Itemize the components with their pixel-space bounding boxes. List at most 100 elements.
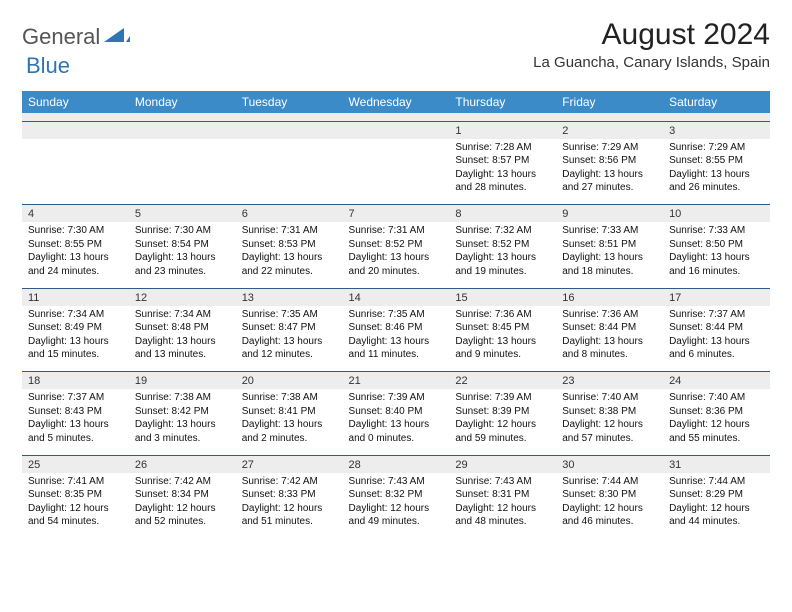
daylight-text: and 13 minutes. [135, 348, 230, 362]
day-number: 1 [455, 125, 461, 137]
day-content-cell: Sunrise: 7:35 AMSunset: 8:47 PMDaylight:… [236, 306, 343, 372]
daylight-text: and 8 minutes. [562, 348, 657, 362]
daylight-text: and 0 minutes. [349, 432, 444, 446]
day-header: Sunday [22, 91, 129, 113]
daylight-text: Daylight: 12 hours [349, 502, 444, 516]
day-number: 7 [349, 208, 355, 220]
day-number: 19 [135, 375, 147, 387]
daylight-text: Daylight: 13 hours [562, 168, 657, 182]
day-number: 28 [349, 459, 361, 471]
day-number: 23 [562, 375, 574, 387]
day-number-cell: 3 [663, 121, 770, 139]
day-content-cell [22, 139, 129, 205]
daylight-text: Daylight: 12 hours [28, 502, 123, 516]
sunset-text: Sunset: 8:39 PM [455, 405, 550, 419]
sunset-text: Sunset: 8:29 PM [669, 488, 764, 502]
sunrise-text: Sunrise: 7:38 AM [242, 391, 337, 405]
day-number-cell: 14 [343, 288, 450, 306]
daylight-text: Daylight: 13 hours [135, 251, 230, 265]
daylight-text: Daylight: 13 hours [28, 251, 123, 265]
day-number-cell: 10 [663, 205, 770, 223]
day-number-row: 11121314151617 [22, 288, 770, 306]
daylight-text: Daylight: 13 hours [349, 418, 444, 432]
day-number-cell: 20 [236, 372, 343, 390]
sunrise-text: Sunrise: 7:32 AM [455, 224, 550, 238]
day-content-cell: Sunrise: 7:31 AMSunset: 8:52 PMDaylight:… [343, 222, 450, 288]
daylight-text: Daylight: 13 hours [562, 335, 657, 349]
day-content-row: Sunrise: 7:37 AMSunset: 8:43 PM Daylight:… [22, 389, 770, 455]
day-content-cell: Sunrise: 7:36 AMSunset: 8:44 PMDaylight:… [556, 306, 663, 372]
sunset-text: Sunset: 8:51 PM [562, 238, 657, 252]
sunset-text: Sunset: 8:48 PM [135, 321, 230, 335]
sunset-text: Sunset: 8:32 PM [349, 488, 444, 502]
day-content-cell: Sunrise: 7:33 AMSunset: 8:51 PMDaylight:… [556, 222, 663, 288]
sunset-text: Sunset: 8:31 PM [455, 488, 550, 502]
day-number: 9 [562, 208, 568, 220]
day-content-cell: Sunrise: 7:40 AMSunset: 8:36 PMDaylight:… [663, 389, 770, 455]
daylight-text: and 3 minutes. [135, 432, 230, 446]
day-content-cell: Sunrise: 7:34 AMSunset: 8:49 PMDaylight:… [22, 306, 129, 372]
day-number: 11 [28, 292, 39, 304]
day-number-row: 25262728293031 [22, 455, 770, 473]
sunrise-text: Sunrise: 7:35 AM [349, 308, 444, 322]
sunset-text: Sunset: 8:52 PM [455, 238, 550, 252]
sunrise-text: Sunrise: 7:37 AM [28, 391, 123, 405]
day-number: 3 [669, 125, 675, 137]
daylight-text: and 2 minutes. [242, 432, 337, 446]
day-content-cell [343, 139, 450, 205]
sunrise-text: Sunrise: 7:30 AM [28, 224, 123, 238]
daylight-text: and 5 minutes. [28, 432, 123, 446]
day-number: 10 [669, 208, 681, 220]
sunrise-text: Sunrise: 7:42 AM [242, 475, 337, 489]
sunset-text: Sunset: 8:35 PM [28, 488, 123, 502]
day-content-cell: Sunrise: 7:30 AMSunset: 8:55 PMDaylight:… [22, 222, 129, 288]
day-number: 16 [562, 292, 574, 304]
daylight-text: and 44 minutes. [669, 515, 764, 529]
day-number: 17 [669, 292, 681, 304]
daylight-text: Daylight: 12 hours [455, 418, 550, 432]
day-number-cell: 18 [22, 372, 129, 390]
day-number-cell: 11 [22, 288, 129, 306]
sunset-text: Sunset: 8:44 PM [669, 321, 764, 335]
day-number-cell: 4 [22, 205, 129, 223]
sunset-text: Sunset: 8:44 PM [562, 321, 657, 335]
sunset-text: Sunset: 8:42 PM [135, 405, 230, 419]
sunrise-text: Sunrise: 7:34 AM [28, 308, 123, 322]
sunset-text: Sunset: 8:54 PM [135, 238, 230, 252]
day-number: 18 [28, 375, 40, 387]
day-number: 25 [28, 459, 40, 471]
daylight-text: Daylight: 13 hours [455, 335, 550, 349]
sunrise-text: Sunrise: 7:43 AM [455, 475, 550, 489]
day-number-cell: 13 [236, 288, 343, 306]
daylight-text: and 18 minutes. [562, 265, 657, 279]
day-number: 12 [135, 292, 147, 304]
day-header: Saturday [663, 91, 770, 113]
day-number: 30 [562, 459, 574, 471]
day-number: 8 [455, 208, 461, 220]
day-content-cell: Sunrise: 7:33 AMSunset: 8:50 PMDaylight:… [663, 222, 770, 288]
daylight-text: and 54 minutes. [28, 515, 123, 529]
daylight-text: Daylight: 12 hours [562, 418, 657, 432]
daylight-text: and 16 minutes. [669, 265, 764, 279]
calendar-table: Sunday Monday Tuesday Wednesday Thursday… [22, 91, 770, 539]
daylight-text: Daylight: 13 hours [349, 335, 444, 349]
sunset-text: Sunset: 8:55 PM [28, 238, 123, 252]
sunrise-text: Sunrise: 7:40 AM [562, 391, 657, 405]
sunset-text: Sunset: 8:43 PM [28, 405, 123, 419]
day-number: 22 [455, 375, 467, 387]
daylight-text: Daylight: 13 hours [28, 335, 123, 349]
day-content-cell: Sunrise: 7:32 AMSunset: 8:52 PMDaylight:… [449, 222, 556, 288]
day-content-cell: Sunrise: 7:39 AMSunset: 8:40 PMDaylight:… [343, 389, 450, 455]
sunrise-text: Sunrise: 7:44 AM [669, 475, 764, 489]
day-number-cell: 9 [556, 205, 663, 223]
daylight-text: and 20 minutes. [349, 265, 444, 279]
day-number-cell [22, 121, 129, 139]
daylight-text: Daylight: 13 hours [669, 251, 764, 265]
day-number-cell: 28 [343, 455, 450, 473]
day-number-cell: 30 [556, 455, 663, 473]
daylight-text: and 27 minutes. [562, 181, 657, 195]
sunset-text: Sunset: 8:53 PM [242, 238, 337, 252]
sunset-text: Sunset: 8:56 PM [562, 154, 657, 168]
sunrise-text: Sunrise: 7:44 AM [562, 475, 657, 489]
day-content-cell: Sunrise: 7:40 AMSunset: 8:38 PMDaylight:… [556, 389, 663, 455]
